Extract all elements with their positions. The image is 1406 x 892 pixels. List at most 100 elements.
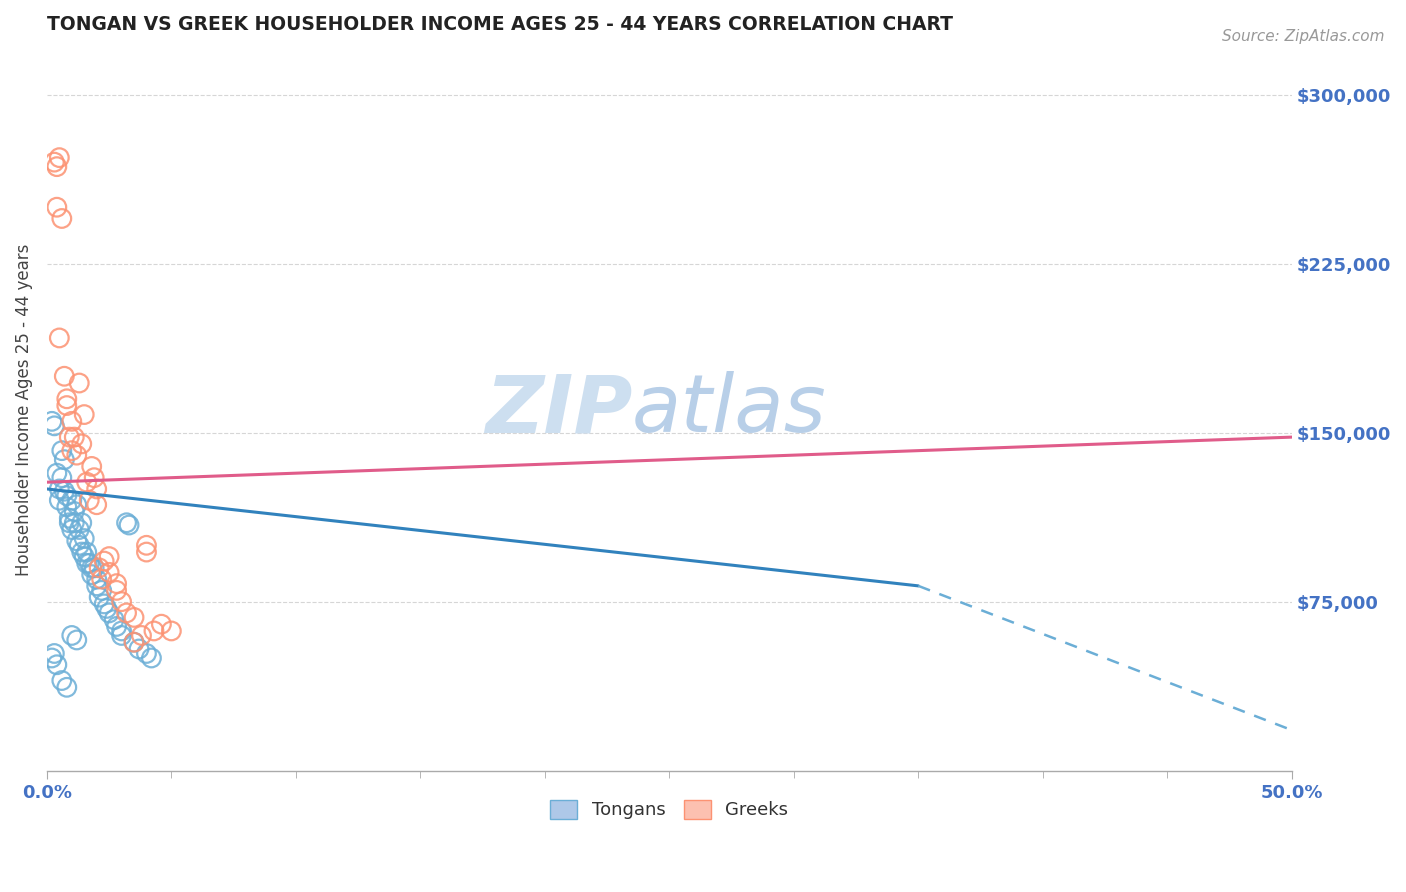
- Point: [141, 651, 163, 665]
- Point: [67, 538, 90, 552]
- Point: [80, 567, 103, 582]
- Point: [142, 624, 165, 638]
- Point: [67, 376, 90, 390]
- Text: TONGAN VS GREEK HOUSEHOLDER INCOME AGES 25 - 44 YEARS CORRELATION CHART: TONGAN VS GREEK HOUSEHOLDER INCOME AGES …: [46, 15, 953, 34]
- Point: [56, 392, 79, 406]
- Point: [93, 597, 115, 611]
- Point: [73, 549, 96, 564]
- Point: [60, 523, 83, 537]
- Point: [63, 516, 86, 530]
- Point: [77, 493, 100, 508]
- Point: [58, 430, 80, 444]
- Point: [53, 452, 76, 467]
- Point: [122, 635, 145, 649]
- Point: [44, 155, 66, 169]
- Point: [45, 200, 67, 214]
- Point: [53, 484, 76, 499]
- Point: [86, 572, 108, 586]
- Point: [66, 632, 89, 647]
- Point: [76, 545, 98, 559]
- Point: [48, 482, 70, 496]
- Point: [44, 418, 66, 433]
- Point: [105, 583, 128, 598]
- Point: [80, 459, 103, 474]
- Point: [98, 549, 121, 564]
- Point: [83, 561, 105, 575]
- Point: [48, 493, 70, 508]
- Point: [60, 493, 83, 508]
- Point: [58, 516, 80, 530]
- Point: [45, 466, 67, 480]
- Point: [73, 532, 96, 546]
- Text: Source: ZipAtlas.com: Source: ZipAtlas.com: [1222, 29, 1385, 44]
- Point: [122, 610, 145, 624]
- Point: [135, 545, 157, 559]
- Point: [103, 613, 125, 627]
- Point: [105, 619, 128, 633]
- Point: [41, 414, 63, 428]
- Point: [128, 642, 150, 657]
- Point: [115, 516, 138, 530]
- Point: [66, 498, 89, 512]
- Point: [66, 533, 89, 548]
- Point: [70, 516, 93, 530]
- Point: [76, 557, 98, 571]
- Point: [110, 594, 132, 608]
- Point: [135, 538, 157, 552]
- Point: [96, 601, 118, 615]
- Point: [56, 399, 79, 413]
- Point: [77, 557, 100, 571]
- Point: [118, 518, 141, 533]
- Point: [89, 561, 111, 575]
- Point: [51, 673, 73, 688]
- Point: [48, 331, 70, 345]
- Point: [122, 635, 145, 649]
- Y-axis label: Householder Income Ages 25 - 44 years: Householder Income Ages 25 - 44 years: [15, 244, 32, 576]
- Point: [45, 160, 67, 174]
- Point: [90, 583, 112, 598]
- Point: [63, 430, 86, 444]
- Text: atlas: atlas: [631, 371, 827, 449]
- Point: [66, 448, 89, 462]
- Point: [89, 590, 111, 604]
- Point: [131, 628, 153, 642]
- Point: [80, 561, 103, 575]
- Point: [67, 523, 90, 537]
- Point: [98, 566, 121, 580]
- Point: [63, 504, 86, 518]
- Point: [51, 443, 73, 458]
- Point: [86, 498, 108, 512]
- Point: [58, 511, 80, 525]
- Point: [86, 482, 108, 496]
- Point: [110, 628, 132, 642]
- Point: [76, 475, 98, 490]
- Point: [48, 151, 70, 165]
- Point: [150, 617, 173, 632]
- Point: [93, 554, 115, 568]
- Point: [135, 647, 157, 661]
- Point: [105, 576, 128, 591]
- Point: [98, 606, 121, 620]
- Point: [56, 489, 79, 503]
- Point: [110, 624, 132, 638]
- Point: [53, 369, 76, 384]
- Point: [51, 211, 73, 226]
- Point: [70, 437, 93, 451]
- Point: [90, 572, 112, 586]
- Point: [73, 408, 96, 422]
- Legend: Tongans, Greeks: Tongans, Greeks: [543, 793, 796, 827]
- Point: [45, 657, 67, 672]
- Point: [160, 624, 183, 638]
- Point: [41, 651, 63, 665]
- Point: [60, 414, 83, 428]
- Point: [44, 647, 66, 661]
- Point: [56, 500, 79, 514]
- Point: [83, 471, 105, 485]
- Point: [86, 579, 108, 593]
- Point: [60, 443, 83, 458]
- Point: [60, 628, 83, 642]
- Point: [51, 471, 73, 485]
- Text: ZIP: ZIP: [485, 371, 631, 449]
- Point: [115, 606, 138, 620]
- Point: [70, 545, 93, 559]
